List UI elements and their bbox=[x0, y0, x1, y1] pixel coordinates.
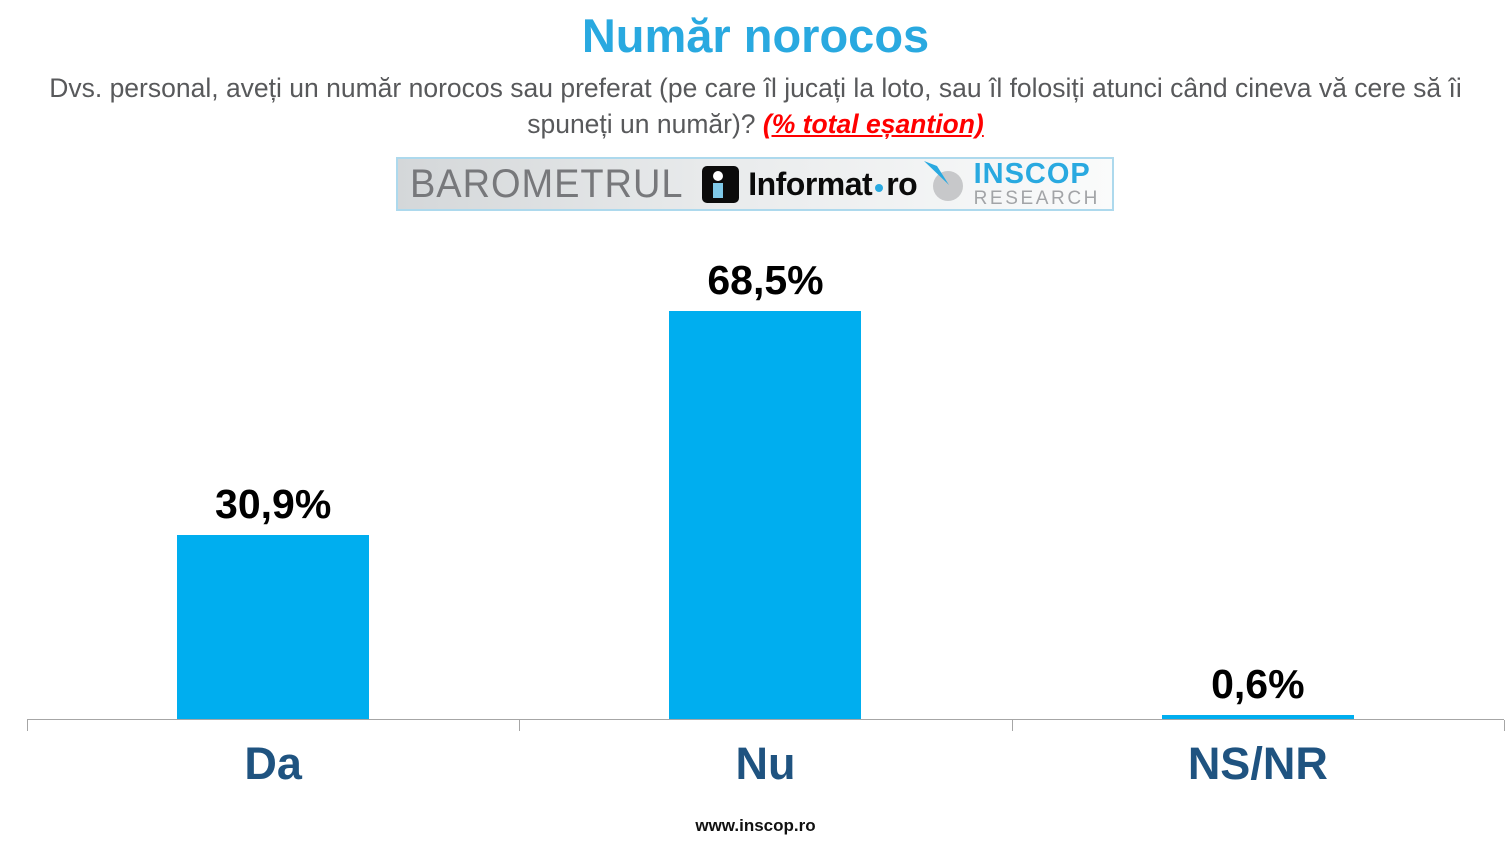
inscop-logo: INSCOP RESEARCH bbox=[922, 158, 1100, 211]
informat-i-stem bbox=[713, 182, 724, 198]
bar-da bbox=[177, 534, 370, 719]
informat-tld: ro bbox=[886, 165, 918, 202]
inscop-wordmark: INSCOP RESEARCH bbox=[973, 157, 1100, 210]
informat-dot-icon bbox=[875, 184, 884, 192]
informat-name: Informat bbox=[748, 165, 873, 202]
inscop-research: RESEARCH bbox=[973, 188, 1100, 210]
bar-ns-nr bbox=[1161, 715, 1354, 719]
informat-i-dot bbox=[713, 170, 724, 181]
bar-nu bbox=[669, 310, 862, 719]
bar-slot-nu: 68,5% bbox=[519, 123, 1011, 719]
axis-tick bbox=[1011, 720, 1013, 731]
informat-i-icon bbox=[702, 165, 740, 203]
x-axis-line bbox=[27, 719, 1505, 731]
category-label-nu: Nu bbox=[735, 738, 796, 789]
category-label-da: Da bbox=[244, 738, 302, 789]
bar-slot-ns-nr: 0,6% bbox=[1012, 123, 1504, 719]
informat-logo: Informat ro bbox=[702, 165, 918, 203]
subtitle-text: Dvs. personal, aveți un număr norocos sa… bbox=[49, 73, 1462, 139]
inscop-pie-icon bbox=[922, 158, 970, 211]
value-label-nu: 68,5% bbox=[707, 256, 824, 303]
chart-title: Număr norocos bbox=[581, 9, 930, 62]
barometrul-logo: BAROMETRUL bbox=[410, 162, 684, 206]
axis-tick bbox=[519, 720, 521, 731]
bar-chart-plot-area: 30,9% 68,5% 0,6% bbox=[27, 123, 1504, 719]
footer-url: www.inscop.ro bbox=[695, 816, 816, 835]
informat-wordmark: Informat ro bbox=[748, 165, 918, 203]
chart-subtitle: Dvs. personal, aveți un număr norocos sa… bbox=[35, 71, 1476, 143]
bar-slot-da: 30,9% bbox=[27, 123, 519, 719]
value-label-da: 30,9% bbox=[215, 480, 332, 527]
category-label-ns-nr: NS/NR bbox=[1187, 738, 1328, 789]
logo-strip: BAROMETRUL Informat ro INSCOP RESEARCH bbox=[396, 157, 1114, 211]
subtitle-highlight: (% total eșantion) bbox=[762, 108, 984, 139]
axis-tick bbox=[1504, 720, 1505, 731]
inscop-name: INSCOP bbox=[973, 157, 1091, 190]
value-label-ns-nr: 0,6% bbox=[1211, 661, 1305, 708]
axis-tick bbox=[27, 720, 28, 731]
x-axis-category-labels: Da Nu NS/NR bbox=[27, 741, 1504, 786]
